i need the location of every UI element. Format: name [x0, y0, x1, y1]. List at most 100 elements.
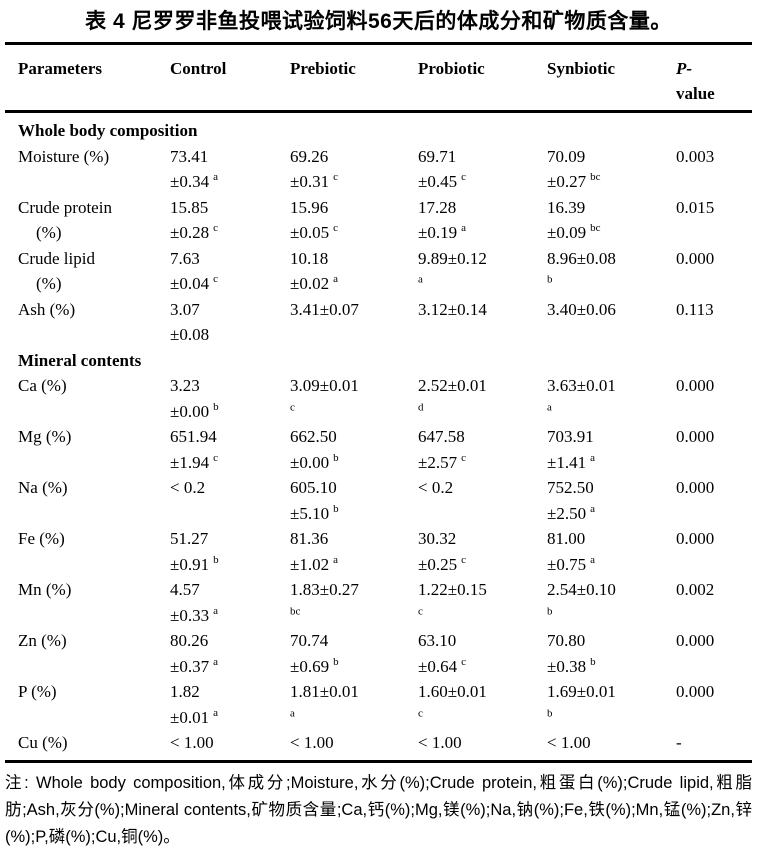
value-cell: 4.57 ±0.33 a: [157, 577, 277, 628]
p-value-cell: 0.000: [676, 427, 715, 446]
value-cell: 17.28 ±0.19 a: [405, 195, 534, 246]
value-line: 51.27: [170, 529, 209, 548]
value-cell: 15.96 ±0.05 c: [277, 195, 405, 246]
value-cell: 3.12±0.14: [405, 297, 534, 348]
value-cell: 63.10 ±0.64 c: [405, 628, 534, 679]
parameter-cell: Crude lipid (%): [5, 246, 157, 297]
significance-letter: a: [590, 502, 595, 515]
value-cell: 662.50 ±0.00 b: [277, 424, 405, 475]
value-line: 1.60±0.01: [418, 682, 487, 701]
footnote: 注: Whole body composition,体成分;Moisture,水…: [5, 773, 752, 846]
value-line: 30.32: [418, 529, 457, 548]
value-line: 17.28: [418, 197, 457, 217]
value-cell: 1.69±0.01 b: [534, 679, 663, 730]
parameter-cell: Cu (%): [5, 730, 157, 761]
value-cell: 3.40±0.06: [534, 297, 663, 348]
parameter-cell: Na (%): [5, 475, 157, 526]
table-header-row: Parameters Control Prebiotic Probiotic S…: [5, 44, 752, 112]
value-line: 8.96±0.08: [547, 248, 616, 268]
value-cell: 752.50 ±2.50 a: [534, 475, 663, 526]
parameter-line: Fe (%): [18, 529, 65, 548]
significance-letter: a: [213, 706, 218, 719]
p-value-cell: 0.002: [676, 580, 715, 599]
value-line: < 0.2: [418, 478, 454, 497]
table-row: Moisture (%) 73.41 ±0.34 a 69.26 ±0.31 c 69.71 ±…: [5, 144, 752, 195]
value-line: ±0.31 c: [290, 171, 338, 191]
value-line: < 1.00: [290, 733, 334, 752]
value-line: c: [290, 399, 405, 425]
value-line: 10.18: [290, 248, 329, 268]
value-line: ±0.19 a: [418, 222, 466, 242]
parameter-cell: Mn (%): [5, 577, 157, 628]
value-line: 63.10: [418, 631, 457, 650]
p-value-cell: 0.000: [676, 529, 715, 548]
value-line: 3.23: [170, 376, 200, 395]
parameter-line: Cu (%): [18, 733, 68, 752]
value-line: b: [547, 603, 663, 629]
value-line: 703.91: [547, 427, 594, 446]
value-line: b: [547, 271, 663, 297]
significance-letter: a: [213, 655, 218, 668]
significance-letter: a: [590, 553, 595, 566]
col-header-synbiotic: Synbiotic: [547, 59, 616, 78]
value-line: bc: [290, 603, 405, 629]
value-cell: 1.82 ±0.01 a: [157, 679, 277, 730]
value-cell: 2.52±0.01 d: [405, 373, 534, 424]
value-line: 15.96: [290, 197, 329, 217]
table-row: Zn (%) 80.26 ±0.37 a 70.74 ±0.69 b 63.10 ±0.64 c 7…: [5, 628, 752, 679]
value-line: ±0.09 bc: [547, 222, 601, 242]
significance-letter: a: [213, 604, 218, 617]
parameter-line: Mg (%): [18, 427, 72, 446]
value-cell: 605.10 ±5.10 b: [277, 475, 405, 526]
parameter-cell: P (%): [5, 679, 157, 730]
col-header-control: Control: [170, 59, 227, 78]
value-line: 9.89±0.12: [418, 248, 487, 268]
value-line: 647.58: [418, 427, 465, 446]
table-row: Ash (%) 3.07 ±0.08 3.41±0.07 3.12±0.14 3.40±0…: [5, 297, 752, 348]
value-line: 2.52±0.01: [418, 376, 487, 395]
section-row: Mineral contents: [5, 348, 752, 374]
significance-letter: b: [333, 502, 339, 515]
table-row: Ca (%) 3.23 ±0.00 b 3.09±0.01 c 2.52±0.01 d 3.63…: [5, 373, 752, 424]
value-line: 1.82: [170, 682, 200, 701]
parameter-cell: Mg (%): [5, 424, 157, 475]
value-line: ±5.10 b: [290, 502, 339, 523]
section-label: Mineral contents: [18, 350, 142, 370]
significance-letter: c: [461, 553, 466, 566]
value-cell: 3.07 ±0.08: [157, 297, 277, 348]
value-line: ±1.41 a: [547, 451, 595, 472]
p-value-header-line2: value: [676, 84, 715, 103]
value-cell: 3.09±0.01 c: [277, 373, 405, 424]
section-row: Whole body composition: [5, 112, 752, 144]
value-cell: 703.91 ±1.41 a: [534, 424, 663, 475]
value-line: 69.71: [418, 146, 457, 166]
value-line: 1.69±0.01: [547, 682, 616, 701]
significance-letter: c: [213, 451, 218, 464]
value-line: ±1.94 c: [170, 451, 218, 472]
value-cell: 69.71 ±0.45 c: [405, 144, 534, 195]
value-line: ±0.27 bc: [547, 171, 601, 191]
value-line: ±0.02 a: [290, 273, 338, 293]
significance-letter: b: [547, 273, 553, 286]
value-line: 662.50: [290, 427, 337, 446]
significance-letter: c: [461, 655, 466, 668]
significance-letter: c: [290, 400, 295, 413]
significance-letter: b: [590, 655, 596, 668]
value-cell: 73.41 ±0.34 a: [157, 144, 277, 195]
significance-letter: c: [418, 706, 423, 719]
value-line: 80.26: [170, 631, 209, 650]
significance-letter: a: [590, 451, 595, 464]
significance-letter: a: [290, 706, 295, 719]
value-line: 752.50: [547, 478, 594, 497]
value-cell: 80.26 ±0.37 a: [157, 628, 277, 679]
value-cell: 651.94 ±1.94 c: [157, 424, 277, 475]
value-cell: 3.41±0.07: [277, 297, 405, 348]
value-line: ±2.50 a: [547, 502, 595, 523]
parameter-cell: Ca (%): [5, 373, 157, 424]
significance-letter: c: [461, 451, 466, 464]
table-title: 表 4 尼罗罗非鱼投喂试验饲料56天后的体成分和矿物质含量。: [85, 10, 672, 33]
value-cell: < 1.00: [534, 730, 663, 761]
value-cell: 1.81±0.01 a: [277, 679, 405, 730]
value-line: 3.40±0.06: [547, 299, 616, 319]
p-value-cell: 0.113: [676, 299, 714, 319]
